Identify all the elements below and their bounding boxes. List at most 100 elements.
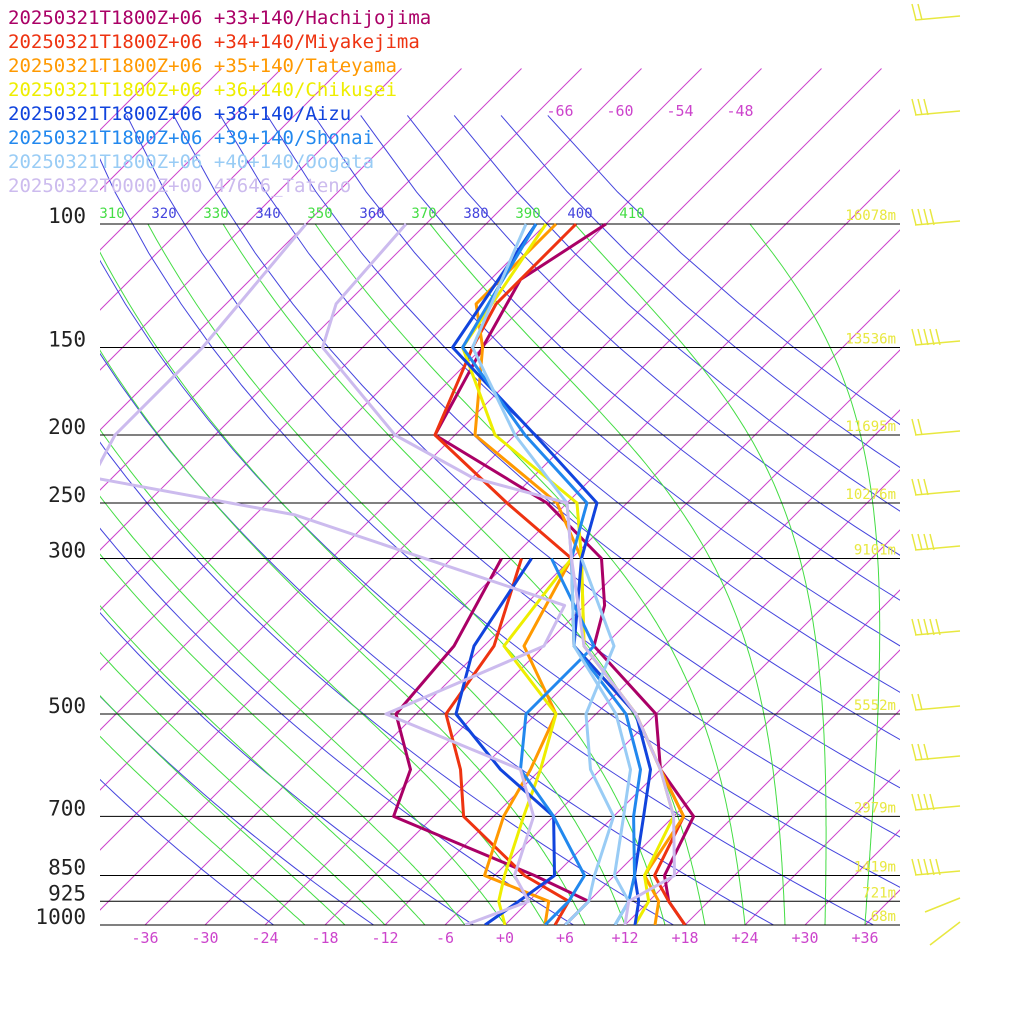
theta-label: 340: [255, 206, 280, 222]
wind-barb-feather: [911, 3, 917, 21]
theta-label: 330: [203, 206, 228, 222]
wind-barb-feather: [911, 743, 917, 761]
upper-temperature-label: -54: [666, 102, 693, 120]
wind-barb-feather: [917, 328, 923, 346]
temperature-tick-label: +30: [791, 929, 818, 947]
temperature-tick-label: +18: [671, 929, 698, 947]
isotherm-line: [624, 649, 900, 925]
wind-barb-feather: [935, 858, 941, 876]
height-labels: 16078m 13536m 11695m 10276m 9101m 5552m 2979m 1…: [845, 208, 896, 925]
wind-barb-feather: [929, 793, 935, 811]
dry-adiabat-line: [100, 778, 275, 925]
legend-entry: 20250322T0000Z+00 47646_Tateno: [8, 175, 351, 197]
wind-barb: [911, 793, 961, 811]
dry-adiabat-line: [360, 115, 900, 601]
wind-barb-feather: [911, 98, 917, 116]
wind-barb-feather: [917, 858, 923, 876]
isotherm-line: [564, 589, 900, 925]
legend-entry: 20250321T1800Z+06 +39+140/Shonai: [8, 127, 374, 149]
isotherm-line: [100, 68, 642, 611]
dry-adiabat-line: [313, 115, 900, 647]
dry-adiabat-line: [453, 115, 900, 512]
height-label: 9101m: [854, 542, 896, 558]
wind-barb-feather: [911, 618, 917, 636]
isotherm-line: [684, 709, 900, 925]
dry-adiabat-line: [407, 115, 900, 556]
wind-barb-feather: [923, 98, 929, 116]
legend-entry: 20250321T1800Z+06 +38+140/Aizu: [8, 103, 351, 125]
wind-barb-feather: [911, 208, 917, 226]
legend-entry: 20250321T1800Z+06 +34+140/Miyakejima: [8, 31, 420, 53]
wind-barb-feather: [923, 328, 929, 346]
temperature-tick-labels: -36 -30 -24 -18 -12 -6 +0 +6 +12 +18 +24 +30 +36: [131, 929, 878, 947]
pressure-label: 850: [48, 856, 86, 880]
pressure-label: 250: [48, 483, 86, 507]
dewpoint-line: [497, 557, 573, 925]
height-label: 1419m: [854, 860, 896, 876]
moist-adiabat-line: [100, 735, 306, 925]
dewpoint-line: [100, 223, 567, 925]
wind-barb-feather: [917, 478, 923, 496]
wind-barb-feather: [929, 533, 935, 551]
dry-adiabat-line: [100, 441, 675, 925]
wind-barb-feather: [917, 793, 923, 811]
pressure-label: 150: [48, 327, 86, 351]
height-label: 11695m: [845, 419, 896, 435]
dry-adiabat-line: [266, 115, 900, 693]
isotherm-line: [744, 769, 900, 925]
isotherm-line: [100, 68, 282, 251]
isotherm-line: [100, 68, 882, 851]
isotherm-line: [100, 68, 762, 731]
wind-barb-feather: [911, 858, 917, 876]
isotherm-line: [804, 829, 900, 925]
wind-barb: [911, 693, 961, 711]
upper-temperature-label: -66: [546, 102, 573, 120]
wind-barb: [911, 618, 961, 636]
wind-barb: [911, 743, 961, 761]
wind-barb-feather: [923, 793, 929, 811]
isotherm-line: [100, 68, 342, 311]
moist-adiabat-line: [100, 651, 386, 925]
temperature-tick-label: +6: [556, 929, 574, 947]
sounding-profiles: [100, 222, 696, 925]
wind-barb-feather: [935, 328, 941, 346]
isotherm-line: [444, 469, 900, 925]
wind-barb: [911, 478, 961, 496]
wind-barb: [911, 328, 961, 346]
wind-barb-feather: [923, 533, 929, 551]
wind-barb: [911, 208, 961, 226]
dry-adiabat-line: [173, 115, 900, 789]
wind-barb-feather: [917, 618, 923, 636]
moist-adiabat-line: [100, 695, 346, 925]
theta-label: 380: [463, 206, 488, 222]
wind-barb-feather: [911, 693, 917, 711]
legend: 20250321T1800Z+06 +33+140/Hachijojima202…: [8, 7, 431, 197]
legend-entry: 20250321T1800Z+06 +33+140/Hachijojima: [8, 7, 431, 29]
theta-label: 390: [515, 206, 540, 222]
wind-barb: [911, 98, 961, 116]
dry-adiabat-line: [219, 115, 900, 741]
pressure-label: 300: [48, 538, 86, 562]
wind-barb-feather: [917, 418, 923, 436]
temperature-tick-label: -24: [251, 929, 278, 947]
isotherm-line: [324, 349, 900, 925]
isotherm-line: [925, 68, 1024, 925]
temperature-tick-label: -36: [131, 929, 158, 947]
wind-barbs: [911, 3, 961, 946]
isotherm-line: [100, 68, 522, 491]
isotherm-line: [985, 68, 1024, 925]
wind-barb: [911, 418, 961, 436]
pressure-label: 500: [48, 694, 86, 718]
moist-adiabat-line: [100, 495, 506, 925]
wind-barb-feather: [917, 3, 923, 21]
height-label: 16078m: [845, 208, 896, 224]
temperature-tick-label: +0: [496, 929, 514, 947]
wind-barb-feather: [929, 328, 935, 346]
dewpoint-line: [483, 557, 573, 925]
dewpoint-line: [444, 558, 571, 925]
dry-adiabat-line: [126, 115, 900, 838]
isotherm-line: [100, 109, 900, 911]
wind-barb-staff: [929, 921, 961, 946]
temperature-tick-label: +36: [851, 929, 878, 947]
